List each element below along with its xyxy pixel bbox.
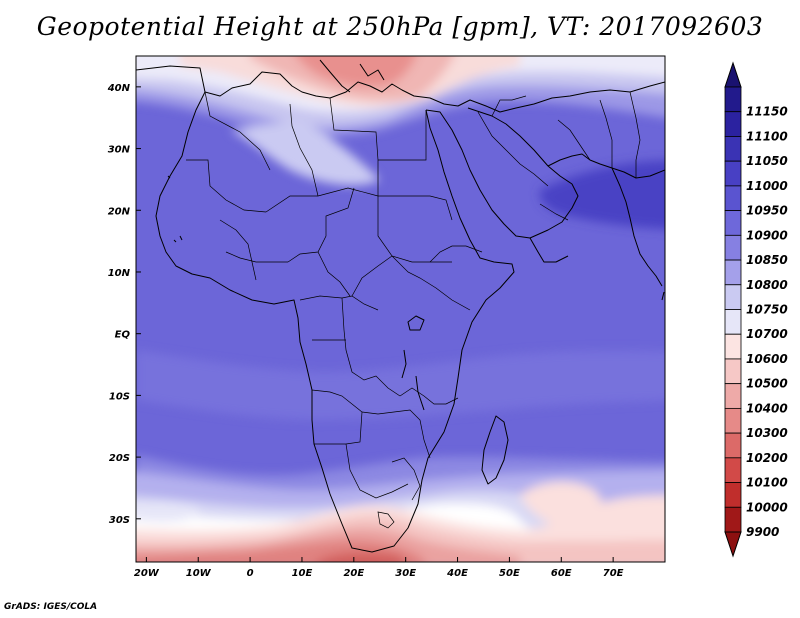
lat-tick-label: 30S [109,515,130,526]
colorbar-label: 10800 [746,278,788,292]
colorbar-label: 11150 [746,105,788,119]
colorbar-label: 10400 [746,401,788,415]
map-axes: 20W 10W 0 10E 20E 30E 40E 50E 60E 70E 40N 30N 20N 10N… [107,83,624,579]
colorbar-swatch [724,86,742,113]
colorbar-top-arrow [724,61,742,88]
colorbar-swatch [724,506,742,533]
colorbar-swatch [724,383,742,409]
colorbar-label: 10300 [746,426,788,440]
colorbar-label: 10950 [746,204,788,218]
colorbar-swatch [724,284,742,310]
lat-tick-label: EQ [115,330,131,341]
country-borders [186,91,641,529]
colorbar-swatch [724,309,742,335]
colorbar-swatch [724,160,742,187]
colorbar-swatch [724,136,742,162]
colorbar-label: 10900 [746,228,788,242]
lon-tick-label: 0 [247,568,254,579]
geopotential-height-field [136,56,665,562]
colorbar-swatch [724,210,742,236]
colorbar-swatch [724,407,742,434]
lon-tick-label: 20E [343,568,364,579]
colorbar-label: 9900 [746,525,779,539]
map-title: Geopotential Height at 250hPa [gpm], VT:… [36,12,764,41]
lon-tick-label: 50E [499,568,520,579]
footer-credit: GrADS: IGES/COLA [4,602,98,612]
colorbar-label: 10100 [746,476,788,490]
plot-frame [135,55,666,563]
lat-tick-label: 20S [109,453,130,464]
lon-tick-label: 20W [134,568,160,579]
colorbar-label: 10750 [746,303,788,317]
colorbar-label: 10600 [746,352,788,366]
colorbar-label: 10700 [746,327,788,341]
lat-tick-label: 20N [108,206,131,217]
lat-tick-label: 40N [107,83,131,94]
lon-tick-label: 40E [446,568,468,579]
colorbar-label: 10000 [746,500,788,514]
colorbar-label: 10500 [746,377,788,391]
colorbar-swatch [724,259,742,286]
colorbar-swatch [724,333,742,360]
colorbar-label: 11000 [746,179,788,193]
colorbar-swatch [724,185,742,212]
lon-tick-label: 10E [292,568,313,579]
colorbar-label: 10200 [746,451,788,465]
colorbar-label: 11100 [746,129,788,143]
lat-tick-label: 10N [108,268,131,279]
lat-tick-label: 10S [109,391,130,402]
colorbar-label: 10850 [746,253,788,267]
colorbar-swatch [724,111,742,137]
lat-tick-label: 30N [108,145,131,156]
lon-tick-label: 10W [186,568,212,579]
colorbar-swatch [724,358,742,385]
lon-tick-label: 30E [395,568,416,579]
lon-tick-label: 60E [551,568,572,579]
colorbar-swatch [724,482,742,508]
colorbar-label: 11050 [746,154,788,168]
colorbar-swatch [724,457,742,483]
colorbar-swatch [724,234,742,261]
lon-tick-label: 70E [603,568,624,579]
colorbar: 11150 11100 11050 11000 10950 10900 10850 10800… [724,61,788,558]
colorbar-bottom-arrow [724,531,742,558]
colorbar-swatch [724,432,742,459]
coastlines [136,59,665,553]
